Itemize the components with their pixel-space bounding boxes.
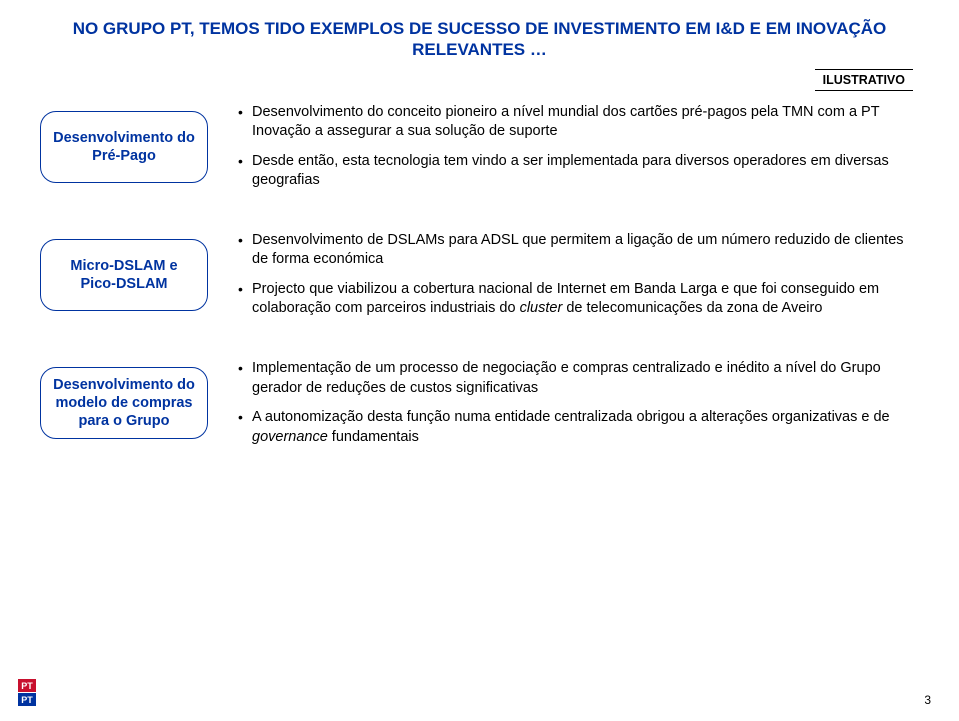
bullet: A autonomização desta função numa entida… — [238, 408, 919, 447]
logo-bot: PT — [18, 693, 36, 706]
section-row-0: Desenvolvimento do Pré-Pago Desenvolvime… — [40, 103, 919, 191]
section-row-1: Micro-DSLAM e Pico-DSLAM Desenvolvimento… — [40, 231, 919, 319]
logo: PT PT — [18, 679, 36, 707]
section-bullets-0: Desenvolvimento do conceito pioneiro a n… — [238, 103, 919, 191]
bullet: Desde então, esta tecnologia tem vindo a… — [238, 152, 919, 191]
section-row-2: Desenvolvimento do modelo de compras par… — [40, 359, 919, 447]
bullet: Projecto que viabilizou a cobertura naci… — [238, 280, 919, 319]
section-bullets-2: Implementação de um processo de negociaç… — [238, 359, 919, 447]
section-box-0: Desenvolvimento do Pré-Pago — [40, 111, 208, 183]
illustrative-tag: ILUSTRATIVO — [815, 69, 913, 91]
section-box-2: Desenvolvimento do modelo de compras par… — [40, 367, 208, 439]
slide-title: NO GRUPO PT, TEMOS TIDO EXEMPLOS DE SUCE… — [40, 18, 919, 61]
bullet: Implementação de um processo de negociaç… — [238, 359, 919, 398]
section-box-1: Micro-DSLAM e Pico-DSLAM — [40, 239, 208, 311]
bullet: Desenvolvimento do conceito pioneiro a n… — [238, 103, 919, 142]
logo-top: PT — [18, 679, 36, 692]
bullet: Desenvolvimento de DSLAMs para ADSL que … — [238, 231, 919, 270]
section-bullets-1: Desenvolvimento de DSLAMs para ADSL que … — [238, 231, 919, 319]
page-number: 3 — [924, 693, 931, 707]
